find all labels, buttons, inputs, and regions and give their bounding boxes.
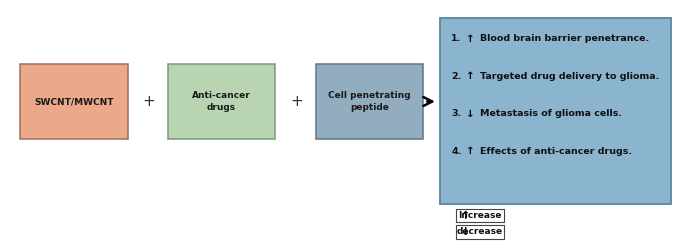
Text: ↓: ↓ bbox=[460, 227, 470, 237]
Text: 4.: 4. bbox=[451, 147, 462, 156]
Text: Effects of anti-cancer drugs.: Effects of anti-cancer drugs. bbox=[480, 147, 632, 156]
Text: Increase: Increase bbox=[458, 211, 502, 220]
FancyBboxPatch shape bbox=[440, 18, 671, 204]
Text: +: + bbox=[142, 94, 155, 109]
Text: Cell penetrating
peptide: Cell penetrating peptide bbox=[328, 91, 411, 112]
Text: Targeted drug delivery to glioma.: Targeted drug delivery to glioma. bbox=[480, 72, 660, 81]
FancyBboxPatch shape bbox=[21, 64, 127, 139]
Text: Metastasis of glioma cells.: Metastasis of glioma cells. bbox=[480, 109, 622, 118]
Text: Anti-cancer
drugs: Anti-cancer drugs bbox=[192, 91, 251, 112]
FancyBboxPatch shape bbox=[456, 209, 504, 223]
Text: +: + bbox=[290, 94, 303, 109]
Text: 2.: 2. bbox=[451, 72, 462, 81]
Text: ↑: ↑ bbox=[466, 146, 475, 156]
Text: Blood brain barrier penetrance.: Blood brain barrier penetrance. bbox=[480, 34, 649, 43]
Text: 1.: 1. bbox=[451, 34, 462, 43]
Text: ↑: ↑ bbox=[466, 34, 475, 44]
Text: SWCNT/MWCNT: SWCNT/MWCNT bbox=[34, 97, 114, 106]
Text: ↑: ↑ bbox=[460, 211, 470, 221]
Text: 3.: 3. bbox=[451, 109, 462, 118]
Text: ↑: ↑ bbox=[466, 71, 475, 81]
FancyBboxPatch shape bbox=[316, 64, 423, 139]
Text: ↓: ↓ bbox=[466, 109, 475, 119]
FancyBboxPatch shape bbox=[168, 64, 275, 139]
Text: decrease: decrease bbox=[457, 227, 503, 236]
FancyBboxPatch shape bbox=[456, 225, 504, 239]
